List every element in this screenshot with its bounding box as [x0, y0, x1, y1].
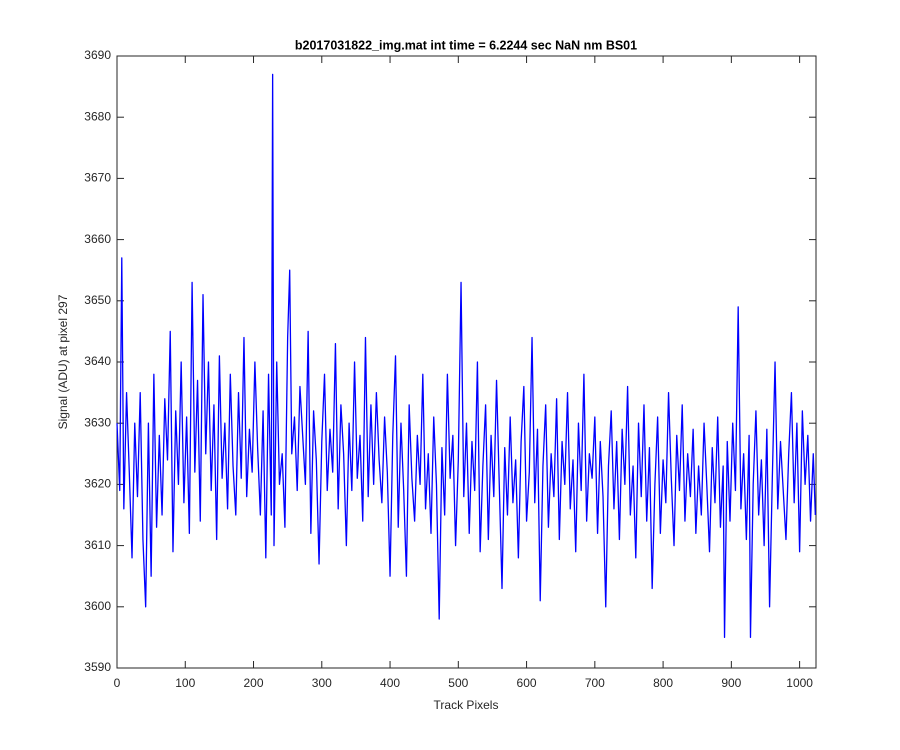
chart-title: b2017031822_img.mat int time = 6.2244 se… — [295, 38, 637, 52]
signal-line — [116, 73, 816, 639]
y-tick-label: 3600 — [84, 599, 111, 613]
x-tick-label: 900 — [721, 676, 741, 690]
y-tick-label: 3640 — [84, 354, 111, 368]
y-tick-label: 3610 — [84, 538, 111, 552]
x-tick-label: 800 — [653, 676, 673, 690]
x-tick-label: 500 — [448, 676, 468, 690]
x-tick-label: 300 — [312, 676, 332, 690]
y-tick-label: 3680 — [84, 109, 111, 123]
y-tick-label: 3690 — [84, 48, 111, 62]
x-tick-label: 400 — [380, 676, 400, 690]
x-tick-label: 600 — [517, 676, 537, 690]
y-tick-label: 3630 — [84, 415, 111, 429]
y-tick-label: 3650 — [84, 293, 111, 307]
x-tick-label: 0 — [114, 676, 121, 690]
y-tick-label: 3670 — [84, 171, 111, 185]
plot-box — [116, 55, 817, 669]
x-tick-label: 200 — [244, 676, 264, 690]
x-axis-label: Track Pixels — [434, 698, 499, 712]
y-axis-label: Signal (ADU) at pixel 297 — [56, 294, 70, 429]
y-tick-label: 3620 — [84, 477, 111, 491]
x-tick-label: 700 — [585, 676, 605, 690]
x-tick-label: 1000 — [786, 676, 813, 690]
y-tick-label: 3590 — [84, 660, 111, 674]
y-tick-label: 3660 — [84, 232, 111, 246]
x-tick-label: 100 — [175, 676, 195, 690]
